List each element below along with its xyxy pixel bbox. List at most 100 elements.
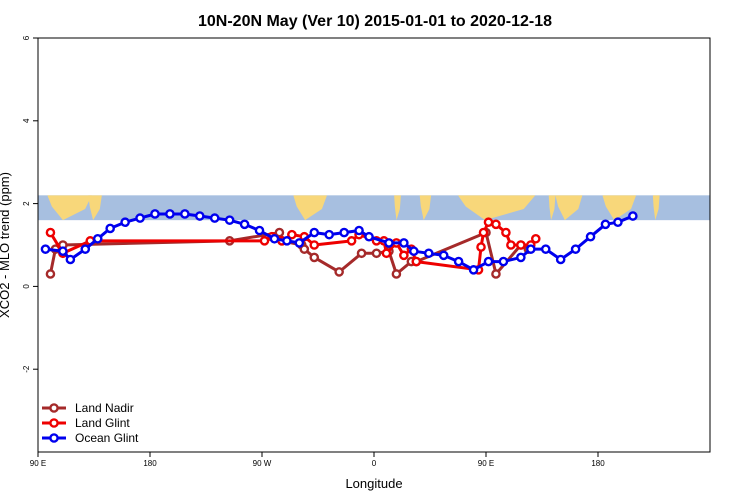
x-tick-label: 90 W — [253, 459, 272, 468]
ocean-glint-point — [269, 233, 280, 244]
ocean-glint-point — [354, 225, 364, 236]
ocean-glint-point — [453, 256, 464, 267]
ocean-glint-point — [80, 244, 91, 254]
x-axis: 90 E 180 90 W 0 90 E 180 — [30, 452, 605, 468]
ocean-glint-point — [294, 238, 305, 248]
legend-swatch-marker — [49, 403, 59, 413]
ocean-glint-point — [339, 227, 349, 238]
land-glint-point — [287, 229, 297, 240]
ocean-glint-point — [423, 248, 434, 259]
ocean-glint-point — [254, 225, 265, 236]
land-glint-point — [45, 227, 56, 238]
land-glint-point — [476, 242, 486, 252]
ocean-glint-point — [120, 217, 130, 228]
map-landmass — [419, 195, 432, 221]
map-landmass — [88, 195, 102, 221]
map-landmass — [555, 195, 583, 221]
land-glint-point — [501, 227, 511, 238]
y-axis: -2 0 2 4 6 — [22, 35, 38, 373]
ocean-glint-point — [105, 223, 115, 234]
land-nadir-point — [299, 244, 310, 254]
land-nadir-point — [371, 248, 382, 259]
map-landmass — [652, 195, 660, 221]
ocean-glint-point — [516, 252, 526, 263]
series-ocean-glint — [40, 209, 638, 275]
series-layer — [40, 209, 638, 279]
land-nadir-point — [491, 269, 501, 279]
ocean-glint-point — [324, 229, 335, 240]
land-glint-point — [381, 248, 392, 259]
ocean-glint-point — [585, 231, 596, 242]
ocean-glint-point — [540, 244, 551, 254]
land-glint-point — [346, 236, 357, 246]
ocean-glint-point — [555, 254, 566, 265]
map-landmass — [394, 195, 401, 221]
ocean-glint-point — [224, 215, 235, 225]
land-nadir-point — [45, 269, 56, 279]
map-landmass — [47, 195, 92, 221]
ocean-glint-point — [165, 209, 175, 219]
ocean-glint-point — [526, 244, 536, 254]
land-glint-point — [411, 256, 422, 267]
map-landmass — [458, 195, 536, 221]
ocean-glint-point — [40, 244, 51, 254]
ocean-glint-point — [135, 213, 145, 223]
land-glint-point — [506, 240, 516, 250]
legend-swatch-marker — [49, 433, 59, 443]
land-glint-point — [491, 219, 501, 230]
ocean-glint-point — [65, 254, 76, 265]
map-landmass — [548, 195, 556, 221]
ocean-glint-point — [613, 217, 623, 228]
land-nadir-point — [334, 267, 344, 277]
legend-label: Ocean Glint — [75, 431, 139, 445]
y-tick-label: 2 — [22, 201, 31, 206]
land-glint-point — [309, 240, 320, 250]
y-tick-label: 6 — [22, 35, 31, 40]
land-nadir-point — [274, 227, 285, 238]
ocean-glint-point — [409, 246, 419, 257]
x-tick-label: 90 E — [478, 459, 494, 468]
land-nadir-point — [356, 248, 367, 259]
y-tick-label: 0 — [22, 284, 31, 289]
x-axis-label: Longitude — [345, 476, 402, 491]
plot-frame — [37, 37, 711, 453]
ocean-glint-point — [92, 233, 103, 244]
ocean-glint-point — [570, 244, 581, 254]
ocean-glint-point — [399, 238, 409, 248]
ocean-glint-point — [282, 236, 292, 246]
land-glint-point — [478, 227, 489, 238]
ocean-glint-point — [628, 211, 638, 221]
ocean-glint-point — [309, 227, 320, 238]
ocean-glint-point — [438, 250, 449, 261]
y-tick-label: 4 — [22, 118, 31, 123]
x-tick-label: 0 — [372, 459, 377, 468]
ocean-glint-point — [180, 209, 190, 219]
ocean-glint-point — [58, 246, 68, 257]
ocean-glint-point — [498, 256, 509, 267]
land-glint-point — [530, 233, 541, 244]
legend-item-ocean-glint[interactable]: Ocean Glint — [42, 431, 139, 445]
land-glint-point — [483, 217, 494, 228]
ocean-glint-point — [364, 231, 374, 242]
legend-item-land-glint[interactable]: Land Glint — [42, 416, 130, 430]
legend-swatch-marker — [49, 418, 59, 428]
legend-label: Land Glint — [75, 416, 130, 430]
ocean-glint-point — [483, 256, 494, 267]
ocean-glint-point — [468, 265, 479, 275]
y-axis-label: XCO2 - MLO trend (ppm) — [0, 172, 12, 318]
land-nadir-point — [391, 269, 402, 279]
ocean-glint-point — [150, 209, 160, 219]
y-tick-label: -2 — [22, 365, 31, 373]
map-landmass — [293, 195, 327, 221]
ocean-glint-point — [194, 211, 205, 221]
ocean-glint-point — [600, 219, 611, 230]
x-tick-label: 180 — [143, 459, 157, 468]
map-landmass — [602, 195, 637, 221]
legend-item-land-nadir[interactable]: Land Nadir — [42, 401, 134, 415]
land-glint-point — [399, 250, 409, 261]
x-tick-label: 90 E — [30, 459, 46, 468]
ocean-glint-point — [239, 219, 250, 230]
ocean-glint-point — [209, 213, 220, 223]
